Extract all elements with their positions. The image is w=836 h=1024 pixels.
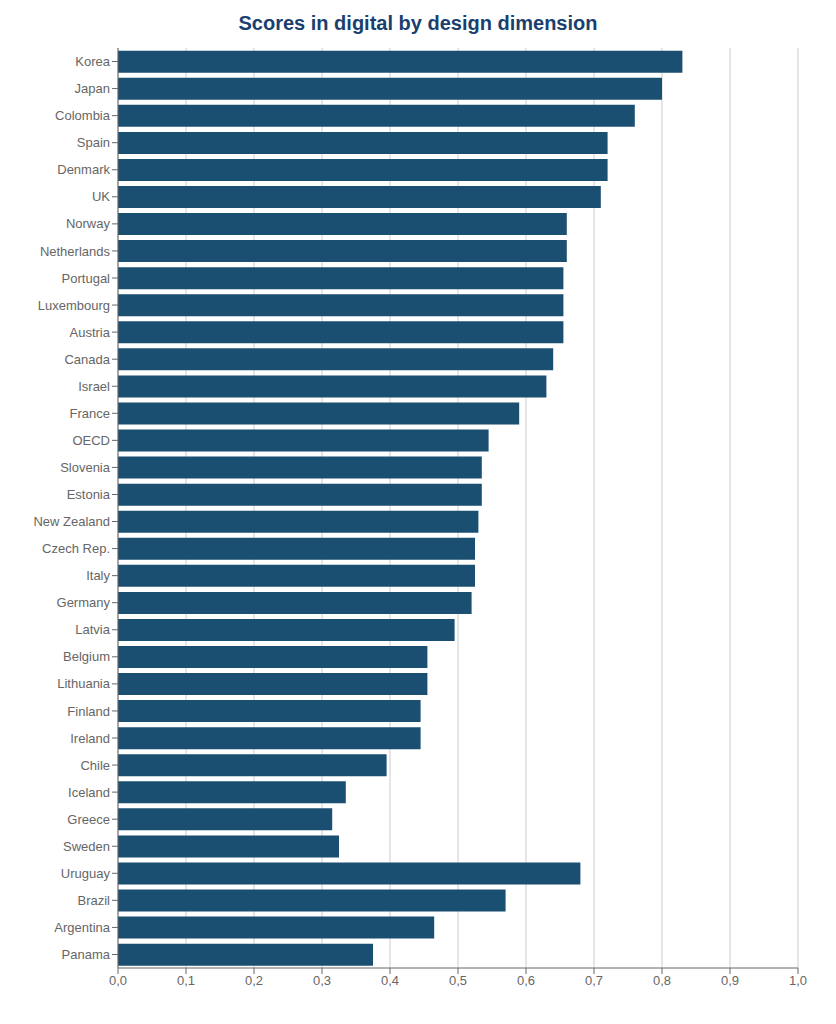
html-text:Scores in digital by design di: Scores in digital by design dimension (238, 12, 598, 34)
svg-text:Luxembourg: Luxembourg (38, 298, 110, 313)
svg-text:Finland: Finland (67, 704, 110, 719)
svg-text:Netherlands: Netherlands (40, 244, 111, 259)
svg-text:Uruguay: Uruguay (61, 866, 111, 881)
svg-text:0,8: 0,8 (653, 973, 671, 988)
svg-text:Argentina: Argentina (54, 920, 110, 935)
svg-text:0,4: 0,4 (381, 973, 399, 988)
svg-text:France: France (70, 406, 110, 421)
svg-text:Canada: Canada (64, 352, 110, 367)
svg-text:Sweden: Sweden (63, 839, 110, 854)
svg-text:Spain: Spain (77, 135, 110, 150)
svg-text:0,9: 0,9 (721, 973, 739, 988)
svg-text:0,5: 0,5 (449, 973, 467, 988)
svg-text:Latvia: Latvia (75, 622, 110, 637)
svg-text:Norway: Norway (66, 216, 111, 231)
svg-text:Austria: Austria (70, 325, 111, 340)
svg-text:Belgium: Belgium (63, 649, 110, 664)
svg-text:Portugal: Portugal (62, 271, 111, 286)
svg-text:0,3: 0,3 (313, 973, 331, 988)
svg-text:Brazil: Brazil (77, 893, 110, 908)
svg-text:Germany: Germany (57, 595, 111, 610)
svg-text:Korea: Korea (75, 54, 110, 69)
svg-text:Estonia: Estonia (67, 487, 111, 502)
svg-text:OECD: OECD (72, 433, 110, 448)
svg-text:0,0: 0,0 (109, 973, 127, 988)
svg-text:Italy: Italy (86, 568, 110, 583)
svg-text:Colombia: Colombia (55, 108, 111, 123)
svg-text:Czech Rep.: Czech Rep. (42, 541, 110, 556)
svg-text:Greece: Greece (67, 812, 110, 827)
svg-text:Ireland: Ireland (70, 731, 110, 746)
svg-text:Israel: Israel (78, 379, 110, 394)
svg-text:Iceland: Iceland (68, 785, 110, 800)
svg-text:0,6: 0,6 (517, 973, 535, 988)
svg-text:1,0: 1,0 (789, 973, 807, 988)
svg-text:New Zealand: New Zealand (33, 514, 110, 529)
svg-text:0,2: 0,2 (245, 973, 263, 988)
svg-text:0,1: 0,1 (177, 973, 195, 988)
svg-text:Denmark: Denmark (57, 162, 110, 177)
svg-text:Chile: Chile (80, 758, 110, 773)
svg-text:Japan: Japan (75, 81, 110, 96)
svg-text:UK: UK (92, 189, 110, 204)
svg-text:Slovenia: Slovenia (60, 460, 111, 475)
svg-text:0,7: 0,7 (585, 973, 603, 988)
svg-text:Panama: Panama (62, 947, 111, 962)
svg-text:Lithuania: Lithuania (57, 676, 111, 691)
